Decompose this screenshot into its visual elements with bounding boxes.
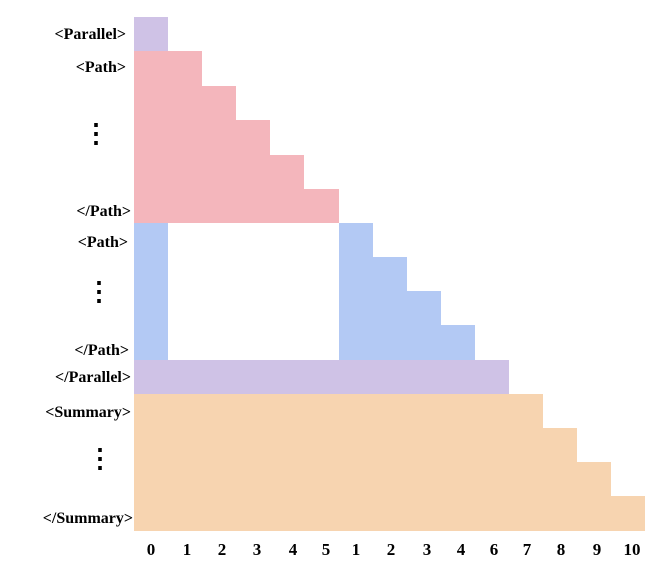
x-tick-label: 3: [253, 540, 262, 559]
x-tick-label: 2: [218, 540, 227, 559]
path2-prefix-column: [134, 223, 168, 360]
label-summary-open: <Summary>: [45, 404, 131, 421]
x-tick-label: 7: [523, 540, 532, 559]
label-summary-ellipsis: ⋮: [87, 444, 113, 473]
x-tick-label: 1: [352, 540, 361, 559]
x-tick-label: 0: [147, 540, 156, 559]
x-tick-label: 4: [289, 540, 298, 559]
x-tick-label: 5: [322, 540, 331, 559]
x-tick-label: 3: [423, 540, 432, 559]
x-tick-label: 9: [593, 540, 602, 559]
x-tick-label: 2: [387, 540, 396, 559]
label-path1-ellipsis: ⋮: [83, 119, 109, 148]
path1-block: [134, 51, 339, 223]
summary-block: [134, 394, 645, 531]
parallel-open-block: [134, 17, 168, 51]
x-tick-label: 10: [624, 540, 641, 559]
x-tick-label: 4: [457, 540, 466, 559]
label-path2-close: </Path>: [74, 342, 129, 359]
label-path1-open: <Path>: [76, 59, 126, 76]
label-summary-close: </Summary>: [43, 510, 133, 527]
x-tick-label: 8: [557, 540, 566, 559]
label-path1-close: </Path>: [76, 203, 131, 220]
x-axis-ticks: 0 1 2 3 4 5 1 2 3 4 6 7 8 9 10: [147, 540, 641, 559]
label-path2-open: <Path>: [78, 234, 128, 251]
x-tick-label: 1: [183, 540, 192, 559]
label-parallel-open: <Parallel>: [54, 26, 126, 43]
parallel-close-block: [134, 360, 509, 394]
label-parallel-close: </Parallel>: [55, 369, 131, 386]
path2-block: [339, 223, 475, 360]
x-tick-label: 6: [490, 540, 499, 559]
label-path2-ellipsis: ⋮: [86, 277, 112, 306]
